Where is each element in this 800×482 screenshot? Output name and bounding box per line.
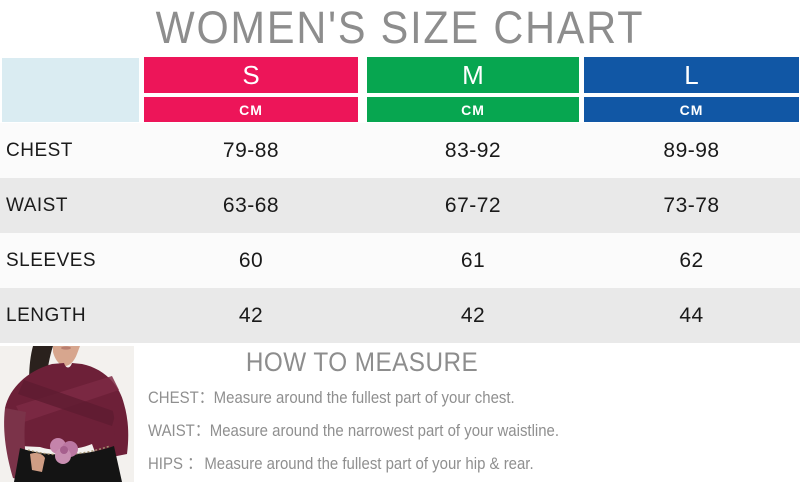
row-label: WAIST bbox=[6, 195, 68, 216]
cell-sleeves-s: 60 bbox=[238, 249, 264, 272]
measure-line-chest: CHEST：Measure around the fullest part of… bbox=[148, 387, 515, 409]
cell-length-s: 42 bbox=[238, 304, 264, 327]
size-header-m: M bbox=[367, 57, 579, 93]
how-to-measure-title: HOW TO MEASURE bbox=[245, 347, 479, 377]
cell-sleeves-l: 62 bbox=[679, 249, 704, 272]
measure-label: HIPS ： bbox=[148, 454, 203, 473]
measure-label: WAIST： bbox=[148, 421, 210, 440]
size-header-s: S bbox=[144, 57, 358, 93]
measure-text: Measure around the fullest part of your … bbox=[204, 454, 534, 473]
table-corner-cell bbox=[2, 58, 139, 122]
measure-line-hips: HIPS ： Measure around the fullest part of… bbox=[148, 453, 534, 475]
cell-length-l: 44 bbox=[679, 304, 704, 327]
cell-chest-l: 89-98 bbox=[663, 139, 720, 162]
table-row-length: LENGTH 42 42 44 bbox=[0, 288, 800, 343]
cell-chest-m: 83-92 bbox=[444, 139, 502, 162]
row-label: SLEEVES bbox=[6, 250, 97, 271]
table-row-chest: CHEST 79-88 83-92 89-98 bbox=[0, 123, 800, 178]
measure-line-waist: WAIST：Measure around the narrowest part … bbox=[148, 420, 559, 442]
row-label: CHEST bbox=[6, 140, 73, 161]
measure-label: CHEST： bbox=[148, 388, 214, 407]
table-row-waist: WAIST 63-68 67-72 73-78 bbox=[0, 178, 800, 233]
unit-header-m: CM bbox=[367, 97, 579, 122]
cell-waist-s: 63-68 bbox=[222, 194, 280, 217]
cell-sleeves-m: 61 bbox=[460, 249, 486, 272]
measure-text: Measure around the fullest part of your … bbox=[213, 388, 515, 407]
cell-waist-l: 73-78 bbox=[663, 194, 720, 217]
table-row-sleeves: SLEEVES 60 61 62 bbox=[0, 233, 800, 288]
cell-waist-m: 67-72 bbox=[444, 194, 502, 217]
size-header-l: L bbox=[584, 57, 799, 93]
unit-header-s: CM bbox=[144, 97, 358, 122]
model-photo bbox=[0, 346, 134, 482]
page-title: WOMEN'S SIZE CHART bbox=[155, 2, 645, 53]
unit-header-l: CM bbox=[584, 97, 799, 122]
cell-length-m: 42 bbox=[460, 304, 486, 327]
measure-text: Measure around the narrowest part of you… bbox=[209, 421, 560, 440]
row-label: LENGTH bbox=[6, 305, 87, 326]
cell-chest-s: 79-88 bbox=[222, 139, 280, 162]
